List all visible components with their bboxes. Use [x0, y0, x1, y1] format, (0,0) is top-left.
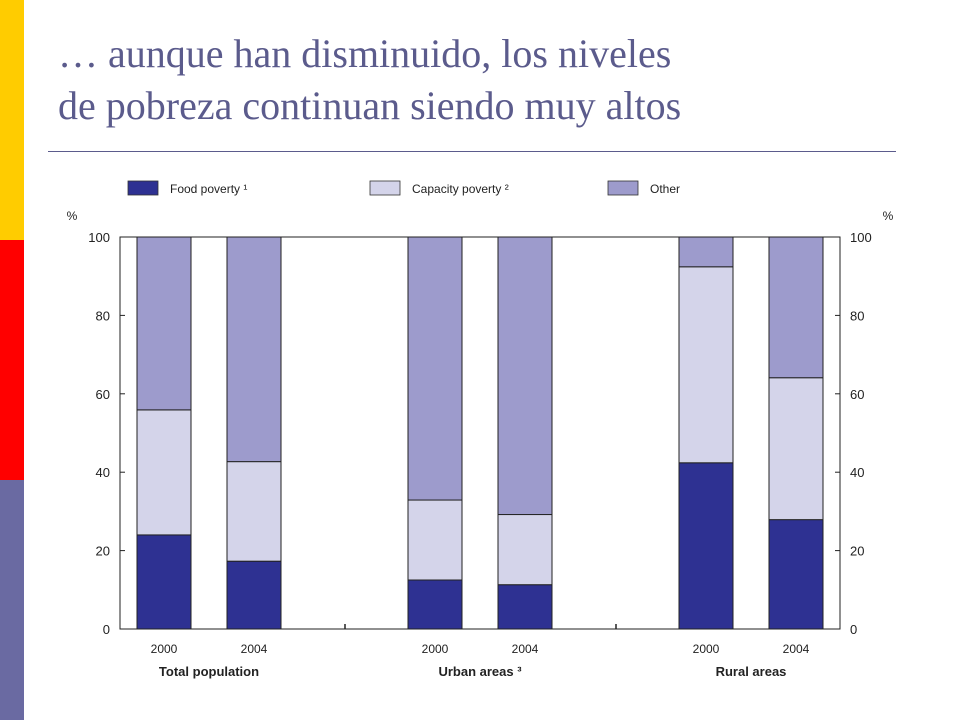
bar-segment	[678, 462, 734, 630]
bar-segment	[226, 461, 282, 562]
y-tick-label-right: 100	[850, 230, 872, 245]
title-underline	[48, 151, 896, 152]
y-tick-label-right: 40	[850, 465, 864, 480]
y-tick-label-left: 80	[96, 308, 110, 323]
slide-title-line1: … aunque han disminuido, los niveles	[58, 31, 672, 76]
y-tick-label-left: 0	[103, 622, 110, 637]
bar-segment	[497, 514, 553, 586]
y-tick-label-right: 0	[850, 622, 857, 637]
bar-segment	[226, 236, 282, 463]
slide-title-line2: de pobreza continuan siendo muy altos	[58, 83, 682, 128]
x-tick-label: 2000	[422, 642, 449, 656]
legend-label: Capacity poverty ²	[412, 182, 509, 196]
bar-segment	[407, 236, 463, 501]
bar-segment	[768, 519, 824, 630]
x-tick-label: 2004	[241, 642, 268, 656]
x-tick-label: 2004	[783, 642, 810, 656]
y-unit-left: %	[67, 209, 78, 223]
y-unit-right: %	[883, 209, 894, 223]
y-tick-label-right: 20	[850, 544, 864, 559]
y-tick-label-left: 40	[96, 465, 110, 480]
accent-bar-red	[0, 240, 24, 480]
stacked-bar-chart: Food poverty ¹ Capacity poverty ² Other% % 0…	[67, 180, 894, 679]
bar-segment	[407, 579, 463, 630]
x-tick-label: 2000	[151, 642, 178, 656]
bar-segment	[407, 499, 463, 581]
plot-frame	[119, 236, 841, 630]
slide-title: … aunque han disminuido, los niveles de …	[58, 28, 918, 132]
group-label: Rural areas	[716, 664, 787, 679]
bar-segment	[768, 377, 824, 521]
x-tick-label: 2004	[512, 642, 539, 656]
bar-segment	[226, 560, 282, 630]
bar-segment	[768, 236, 824, 379]
bar-segment	[136, 409, 192, 536]
y-tick-label-left: 20	[96, 544, 110, 559]
accent-bar-yellow	[0, 0, 24, 240]
y-tick-label-left: 100	[88, 230, 110, 245]
legend-label: Other	[650, 182, 680, 196]
legend-swatch	[607, 180, 639, 196]
y-tick-label-left: 60	[96, 387, 110, 402]
bar-segment	[678, 266, 734, 464]
bar-segment	[136, 236, 192, 411]
bar-segment	[678, 236, 734, 268]
legend-swatch	[127, 180, 159, 196]
legend-label: Food poverty ¹	[170, 182, 247, 196]
y-tick-label-right: 80	[850, 308, 864, 323]
y-tick-label-right: 60	[850, 387, 864, 402]
x-tick-label: 2000	[693, 642, 720, 656]
accent-bar-blue	[0, 480, 24, 720]
group-label: Urban areas ³	[438, 664, 522, 679]
group-label: Total population	[159, 664, 259, 679]
bar-segment	[497, 236, 553, 516]
bar-segment	[136, 534, 192, 630]
bar-segment	[497, 584, 553, 630]
legend-swatch	[369, 180, 401, 196]
